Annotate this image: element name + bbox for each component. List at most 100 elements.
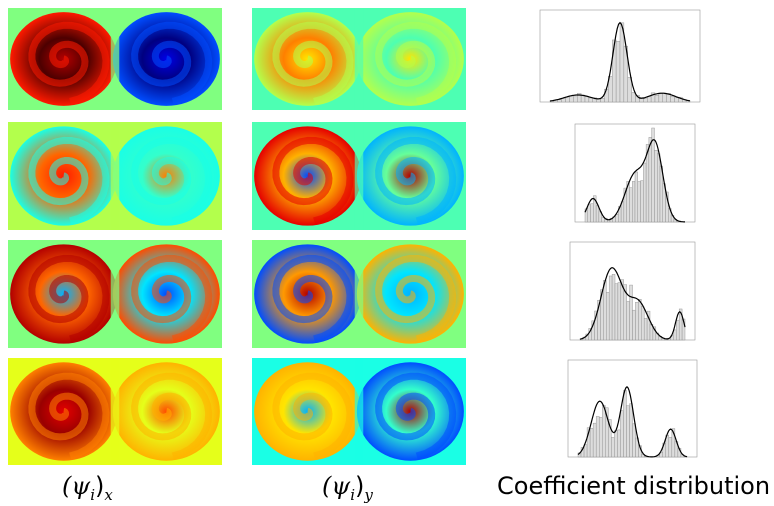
hist-bar [643,98,648,103]
caption-sub: i [350,485,355,504]
heatmap-panel [252,122,466,230]
hist-bar [603,280,607,341]
swirl [131,254,213,343]
swirl [131,372,213,460]
hist-bar [629,403,633,458]
hist-bar [658,93,663,103]
density-curve [584,139,685,223]
hist-bar [665,191,669,223]
center-band [354,240,364,348]
caption-outer-sub: y [364,485,373,504]
hist-bar [595,416,600,458]
hist-bar [627,76,632,103]
swirl [28,254,110,343]
center-band [110,358,120,465]
hist-bar [617,429,621,458]
hist-bar [643,318,648,341]
swirl [272,372,354,460]
caption-suffix: ) [95,472,105,500]
hist-bar [584,96,590,103]
hist-bar [615,214,619,223]
hist-bar [668,437,673,458]
hist-bar [573,96,578,103]
hist-bar [602,405,606,458]
caption-psi-x: (ψi)x [62,472,113,504]
swirl [375,372,457,460]
density-curve [577,385,688,458]
hist-bar [614,283,619,341]
hist-bar [619,22,625,103]
hist-bar [626,405,630,458]
hist-bar [637,181,641,223]
hist-bar [643,162,647,223]
caption-outer-sub: x [104,485,113,504]
caption-psi-y: (ψi)y [322,472,373,504]
hist-bar [654,95,660,103]
heatmap-panel [252,358,466,465]
density-curve [579,267,686,340]
hist-bar [654,150,658,223]
hist-bar [589,427,594,458]
hist-bar [557,99,562,103]
heatmap-panel [8,8,222,110]
hist-bar [629,187,633,223]
heatmap-panel [8,358,222,465]
caption-suffix: ) [355,472,365,500]
histogram [574,123,696,223]
hist-bar [657,153,661,223]
hist-bar [588,97,593,103]
hist-bar [662,92,667,103]
center-band [354,122,364,230]
hist-bar [601,217,605,223]
swirl [375,254,457,343]
center-band [354,8,364,110]
hist-bar [620,410,624,458]
histogram [569,241,696,341]
hist-bar [611,437,615,458]
hist-bar [587,204,591,223]
swirl [272,21,354,105]
hist-bar [598,417,603,458]
hist-bar [635,302,639,341]
caption-prefix: (ψ [62,472,91,500]
hist-bar [614,430,618,458]
hist-bar [629,284,633,341]
panels [8,8,701,465]
caption-coefficient: Coefficient distribution [497,472,771,500]
hist-bar [592,422,597,458]
caption-prefix: (ψ [322,472,351,500]
hist-bar [623,390,627,458]
swirl [375,21,457,105]
caption-sub: i [90,485,95,504]
hist-bar [583,444,588,458]
hist-bar [651,127,655,223]
center-band [354,358,364,465]
hist-bar [634,171,638,223]
hist-bar [590,203,594,223]
hist-bar [617,282,622,341]
histogram [539,9,701,103]
hist-bar [632,309,636,341]
hist-bar [674,97,679,103]
hist-bar [569,95,574,103]
swirl [272,136,354,225]
center-band [110,240,120,348]
hist-bar [641,306,645,341]
swirl [28,136,110,225]
center-band [110,122,120,230]
heatmap-panel [252,8,466,110]
hist-bar [648,137,652,223]
hist-bar [676,319,680,341]
density-curve [549,21,691,102]
hist-bar [670,96,675,103]
swirl [131,21,213,105]
hist-bar [632,423,636,458]
hist-bar [615,41,621,103]
hist-bar [638,299,642,341]
swirl [28,21,110,105]
swirl [131,136,213,225]
swirl [28,372,110,460]
hist-bar [640,180,644,223]
hist-bar [632,181,636,223]
